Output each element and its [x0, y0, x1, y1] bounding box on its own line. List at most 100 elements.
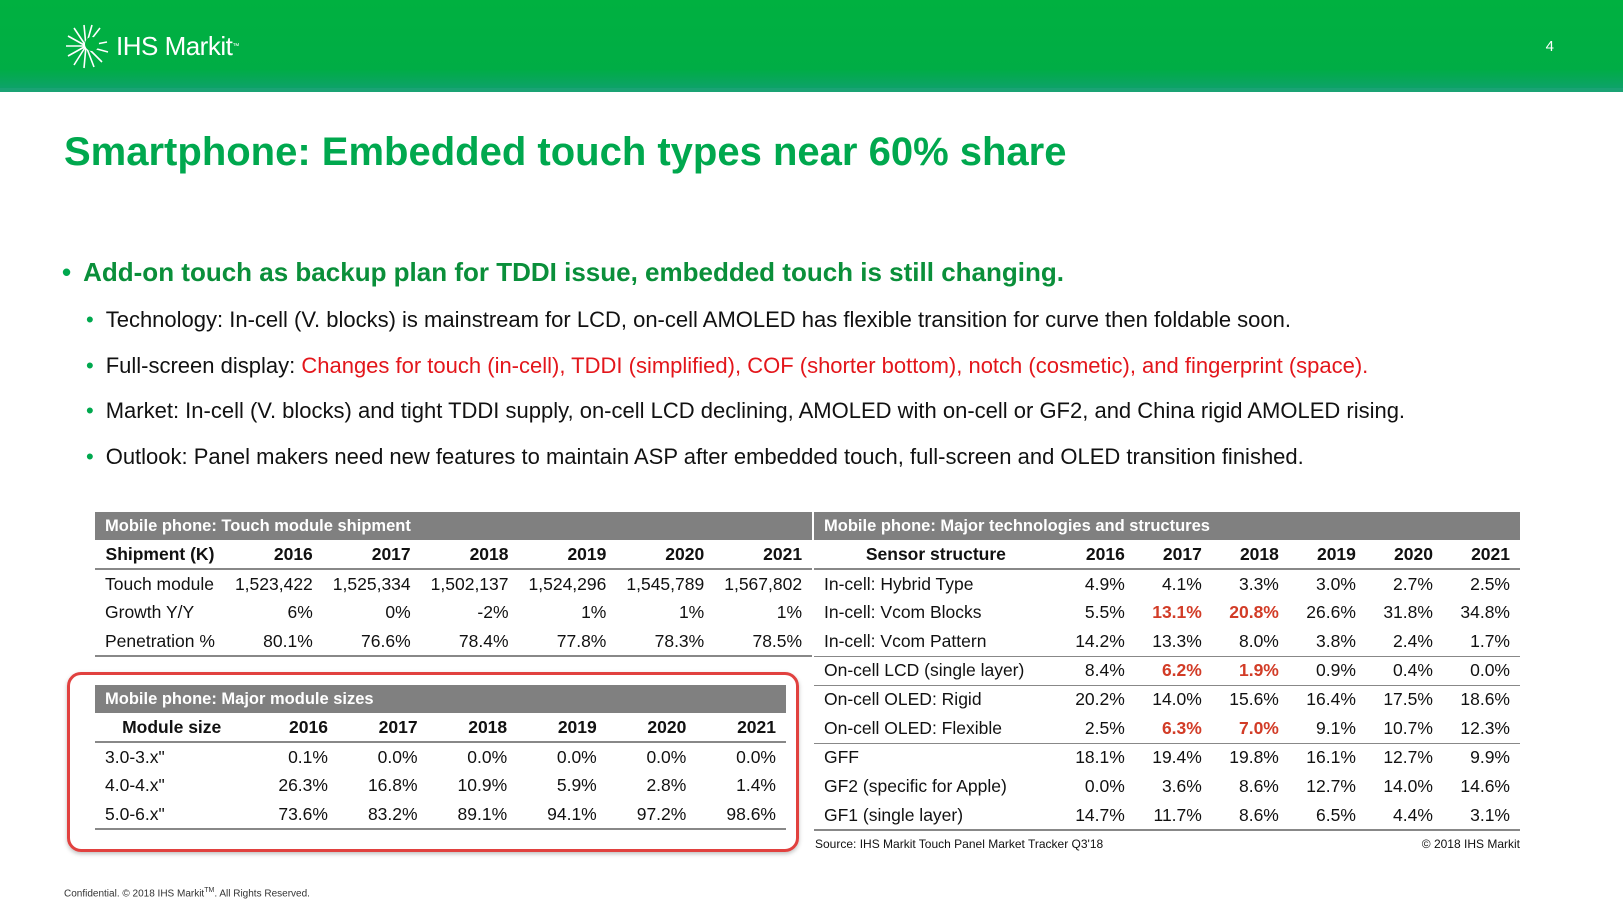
- table-cell: 6.2%: [1134, 656, 1212, 686]
- table-cell: 12.7%: [1306, 776, 1356, 796]
- table-cell: 3.0%: [1316, 573, 1356, 594]
- table-cell: 15.6%: [1229, 689, 1279, 710]
- sub-bullet-highlight: Changes for touch (in-cell), TDDI (simpl…: [301, 353, 1369, 378]
- table-cell: GF1 (single layer): [814, 801, 1058, 831]
- column-header: 2021: [1442, 540, 1520, 570]
- table-cell: 3.0-3.x": [105, 746, 165, 767]
- table-cell: 0.1%: [288, 746, 328, 767]
- table-cell: 8.6%: [1238, 776, 1279, 796]
- column-header: 2019: [518, 540, 617, 570]
- table-cell: 0.9%: [1288, 656, 1366, 686]
- table-cell: 14.7%: [1057, 801, 1135, 831]
- table-cell: 1,524,296: [528, 573, 607, 594]
- table-cell: 0.0%: [377, 746, 418, 767]
- column-header: Module size: [95, 713, 249, 743]
- table-row: 5.0-6.x" 73.6% 83.2% 89.1% 94.1% 97.2% 98.6%: [95, 800, 786, 830]
- column-header: 2021: [696, 713, 786, 743]
- table-cell: 1.9%: [1211, 656, 1289, 686]
- table-cell: 3.6%: [1161, 776, 1202, 796]
- table-cell: 12.7%: [1383, 747, 1433, 768]
- column-header: 2021: [714, 540, 813, 570]
- slide-title: Smartphone: Embedded touch types near 60…: [64, 130, 1067, 174]
- table-row: In-cell: Hybrid Type 4.9% 4.1% 3.3% 3.0% 2.7%…: [814, 569, 1520, 598]
- table-cell: In-cell: Vcom Blocks: [824, 602, 982, 622]
- table-cell: 0.0%: [736, 746, 776, 767]
- table-row: Growth Y/Y 6% 0% -2% 1% 1% 1%: [95, 598, 812, 627]
- table-cell: 1%: [581, 602, 607, 622]
- table-cell: 34.8%: [1460, 602, 1510, 622]
- table-cell: 16.1%: [1306, 747, 1356, 768]
- column-header: 2019: [1288, 540, 1366, 570]
- table-cell: 2.8%: [646, 775, 687, 795]
- table-cell: 14.6%: [1460, 776, 1510, 796]
- table-cell: 3.1%: [1442, 801, 1520, 831]
- column-header: 2020: [616, 540, 715, 570]
- table-cell: 11.7%: [1134, 801, 1212, 831]
- table-cell: 8.6%: [1211, 801, 1289, 831]
- table-cell: 2.5%: [1057, 714, 1135, 744]
- table-cell: 1,567,802: [724, 573, 803, 594]
- main-bullet-text: Add-on touch as backup plan for TDDI iss…: [83, 257, 1064, 287]
- table-cell: 2.5%: [1470, 573, 1510, 594]
- table-cell: 19.8%: [1229, 747, 1279, 768]
- table-cell: 4.9%: [1084, 573, 1125, 594]
- table-cell: 20.2%: [1075, 689, 1125, 710]
- sub-bullet-text: Market: In-cell (V. blocks) and tight TD…: [105, 398, 1406, 423]
- table-cell: 76.6%: [322, 627, 421, 657]
- table-cell: 17.5%: [1383, 689, 1433, 710]
- footer: Confidential. © 2018 IHS MarkitTM. All R…: [64, 887, 310, 899]
- table-cell: 16.4%: [1306, 689, 1356, 710]
- footer-rest: . All Rights Reserved.: [214, 888, 310, 900]
- table-cell: 1.4%: [736, 775, 776, 795]
- table-cell: 31.8%: [1383, 602, 1433, 622]
- table-cell: 9.9%: [1470, 747, 1510, 768]
- table-cell: In-cell: Vcom Pattern: [814, 627, 1058, 657]
- table-row: GFF 18.1% 19.4% 19.8% 16.1% 12.7% 9.9%: [814, 743, 1520, 772]
- table-cell: 5.5%: [1084, 602, 1125, 622]
- column-header: 2016: [248, 713, 338, 743]
- table-cell: 77.8%: [518, 627, 617, 657]
- starburst-logo-icon: [66, 24, 109, 69]
- table-cell: 78.3%: [616, 627, 715, 657]
- table-cell: 1,523,422: [234, 573, 313, 594]
- column-header: 2020: [1365, 540, 1443, 570]
- footer-text: Confidential. © 2018 IHS Markit: [64, 888, 205, 900]
- table-cell: 6%: [287, 602, 313, 622]
- table-cell: 1%: [776, 602, 803, 622]
- column-header: Shipment (K): [95, 540, 225, 570]
- table-cell: On-cell LCD (single layer): [814, 656, 1058, 686]
- table-row: Penetration % 80.1% 76.6% 78.4% 77.8% 78.3% 78…: [95, 627, 813, 657]
- table-cell: 0.0%: [1084, 776, 1125, 796]
- brand-logo: IHS Markit ™: [62, 22, 239, 70]
- page-number: 4: [1545, 38, 1554, 55]
- table-cell: 6.3%: [1134, 714, 1212, 744]
- table-cell: GFF: [824, 747, 859, 768]
- table-cell: 18.6%: [1460, 689, 1510, 710]
- table-cell: 0.0%: [646, 746, 687, 767]
- column-header: 2017: [337, 713, 428, 743]
- table-caption: Mobile phone: Touch module shipment: [95, 512, 813, 540]
- shipment-table: Mobile phone: Touch module shipment Shipm…: [95, 512, 813, 657]
- table-cell: 1,502,137: [430, 573, 509, 594]
- table-cell: 83.2%: [337, 800, 428, 830]
- table-cell: 20.8%: [1229, 602, 1279, 622]
- table-cell: 9.1%: [1288, 714, 1366, 744]
- table-row: Touch module 1,523,422 1,525,334 1,502,137 1…: [95, 569, 812, 598]
- table-cell: 0.0%: [1442, 656, 1520, 686]
- table-cell: 1,525,334: [332, 573, 411, 594]
- footer-tm: TM: [204, 887, 215, 894]
- sub-bullet-text: Full-screen display:: [105, 353, 302, 378]
- column-header: 2019: [517, 713, 607, 743]
- table-cell: 5.9%: [556, 775, 597, 795]
- table-cell: 0.4%: [1365, 656, 1443, 686]
- column-header: 2020: [606, 713, 697, 743]
- table-cell: 97.2%: [606, 800, 697, 830]
- sub-bullet: • Full-screen display: Changes for touch …: [86, 353, 1369, 378]
- sub-bullet: • Market: In-cell (V. blocks) and tight T…: [86, 398, 1406, 423]
- brand-name: IHS Markit: [116, 30, 233, 61]
- table-cell: 1,545,789: [626, 573, 705, 594]
- table-cell: 10.9%: [457, 775, 508, 795]
- table-row: On-cell OLED: Flexible 2.5% 6.3% 7.0% 9.1% 10…: [814, 714, 1520, 744]
- table-row: On-cell LCD (single layer) 8.4% 6.2% 1.9% 0.…: [814, 656, 1520, 686]
- table-cell: Growth Y/Y: [105, 602, 195, 622]
